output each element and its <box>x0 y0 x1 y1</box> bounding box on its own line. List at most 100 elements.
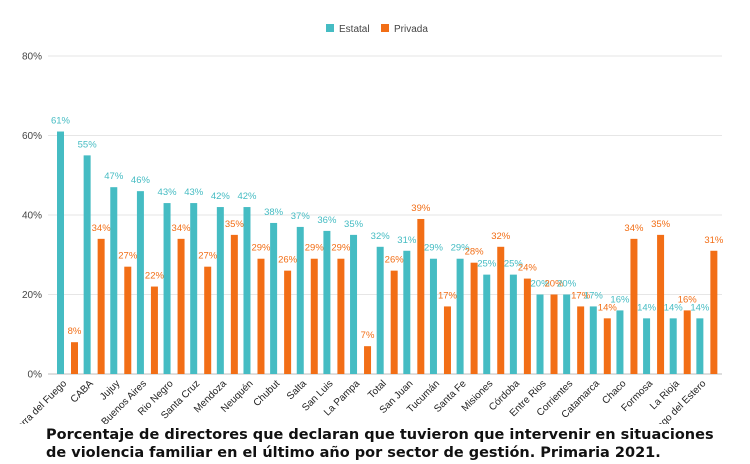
data-label: 35% <box>344 219 364 230</box>
bar-estatal <box>509 274 517 374</box>
bar-privada <box>603 318 611 374</box>
bar-estatal <box>536 294 544 374</box>
bar-estatal <box>696 318 704 374</box>
bar-estatal <box>643 318 651 374</box>
x-tick-label: Jujuy <box>98 378 122 402</box>
bar-privada <box>683 310 691 374</box>
data-label: 36% <box>317 215 337 226</box>
bar-estatal <box>563 294 571 374</box>
data-label: 26% <box>278 255 298 266</box>
data-label: 34% <box>172 223 192 234</box>
data-label: 16% <box>678 294 698 305</box>
bar-estatal <box>110 187 118 374</box>
bar-estatal <box>483 274 491 374</box>
data-label: 32% <box>371 231 391 242</box>
data-label: 28% <box>465 247 485 258</box>
data-label: 8% <box>68 326 82 337</box>
y-tick-label: 60% <box>22 131 42 142</box>
bar-estatal <box>216 207 224 374</box>
data-label: 17% <box>438 290 458 301</box>
data-label: 34% <box>92 223 112 234</box>
data-label: 42% <box>237 191 257 202</box>
bar-estatal <box>669 318 677 374</box>
legend-swatch-privada <box>381 24 389 32</box>
data-label: 37% <box>291 211 311 222</box>
data-label: 17% <box>584 290 604 301</box>
bar-privada <box>364 346 372 374</box>
bar-estatal <box>403 250 411 374</box>
data-label: 29% <box>251 243 271 254</box>
y-tick-label: 80% <box>22 52 42 63</box>
bar-privada <box>284 270 292 374</box>
bar-estatal <box>57 131 64 374</box>
bar-privada <box>630 238 638 374</box>
bar-privada <box>577 306 585 374</box>
chart-title: Porcentaje de directores que declaran qu… <box>46 427 714 461</box>
data-label: 31% <box>704 235 724 246</box>
data-label: 29% <box>305 243 325 254</box>
data-label: 16% <box>610 294 630 305</box>
x-tick-label: Total <box>366 378 389 401</box>
data-label: 29% <box>424 243 444 254</box>
data-label: 22% <box>145 271 165 282</box>
data-label: 32% <box>491 231 511 242</box>
data-label: 14% <box>637 302 657 313</box>
bar-privada <box>390 270 398 374</box>
bar-privada <box>337 258 345 374</box>
bar-estatal <box>350 234 358 374</box>
bar-privada <box>310 258 318 374</box>
bar-estatal <box>270 222 278 374</box>
bar-estatal <box>616 310 624 374</box>
data-label: 47% <box>104 171 124 182</box>
bar-privada <box>71 342 78 374</box>
bar-estatal <box>190 203 198 374</box>
bar-estatal <box>83 155 91 374</box>
bar-privada <box>204 266 212 374</box>
bar-privada <box>710 250 718 374</box>
bar-estatal <box>589 306 597 374</box>
bar-estatal <box>323 230 331 374</box>
data-label: 20% <box>531 279 551 290</box>
bar-estatal <box>136 191 144 374</box>
data-label: 55% <box>78 139 98 150</box>
legend-label-privada: Privada <box>394 24 428 35</box>
x-tick-label: Salta <box>285 378 309 402</box>
data-label: 46% <box>131 175 151 186</box>
bar-estatal <box>456 258 464 374</box>
data-label: 35% <box>651 219 671 230</box>
data-label: 14% <box>598 302 618 313</box>
x-tick-label: CABA <box>69 378 96 405</box>
data-label: 31% <box>397 235 417 246</box>
bar-privada <box>97 238 105 374</box>
legend-label-estatal: Estatal <box>339 24 370 35</box>
data-label: 35% <box>225 219 245 230</box>
data-label: 14% <box>664 302 684 313</box>
data-label: 20% <box>557 279 577 290</box>
bar-privada <box>523 278 531 374</box>
bar-privada <box>150 286 158 374</box>
data-label: 43% <box>184 187 204 198</box>
bar-privada <box>657 234 665 374</box>
bar-estatal <box>163 203 171 374</box>
bar-privada <box>497 246 505 374</box>
bar-estatal <box>376 246 384 374</box>
data-label: 14% <box>690 302 710 313</box>
bar-estatal <box>429 258 437 374</box>
bar-privada <box>177 238 185 374</box>
data-label: 25% <box>477 259 497 270</box>
bar-privada <box>443 306 451 374</box>
data-label: 20% <box>545 279 565 290</box>
data-label: 29% <box>331 243 351 254</box>
legend-swatch-estatal <box>326 24 334 32</box>
bar-privada <box>124 266 132 374</box>
bar-privada <box>550 294 558 374</box>
y-tick-label: 40% <box>22 211 42 222</box>
data-label: 24% <box>518 263 538 274</box>
bar-privada <box>257 258 265 374</box>
data-label: 27% <box>118 251 138 262</box>
y-tick-label: 20% <box>22 290 42 301</box>
data-label: 39% <box>411 203 431 214</box>
bar-privada <box>470 262 478 374</box>
x-tick-label: Tierra del Fuego <box>10 378 70 424</box>
y-tick-label: 0% <box>28 370 43 381</box>
